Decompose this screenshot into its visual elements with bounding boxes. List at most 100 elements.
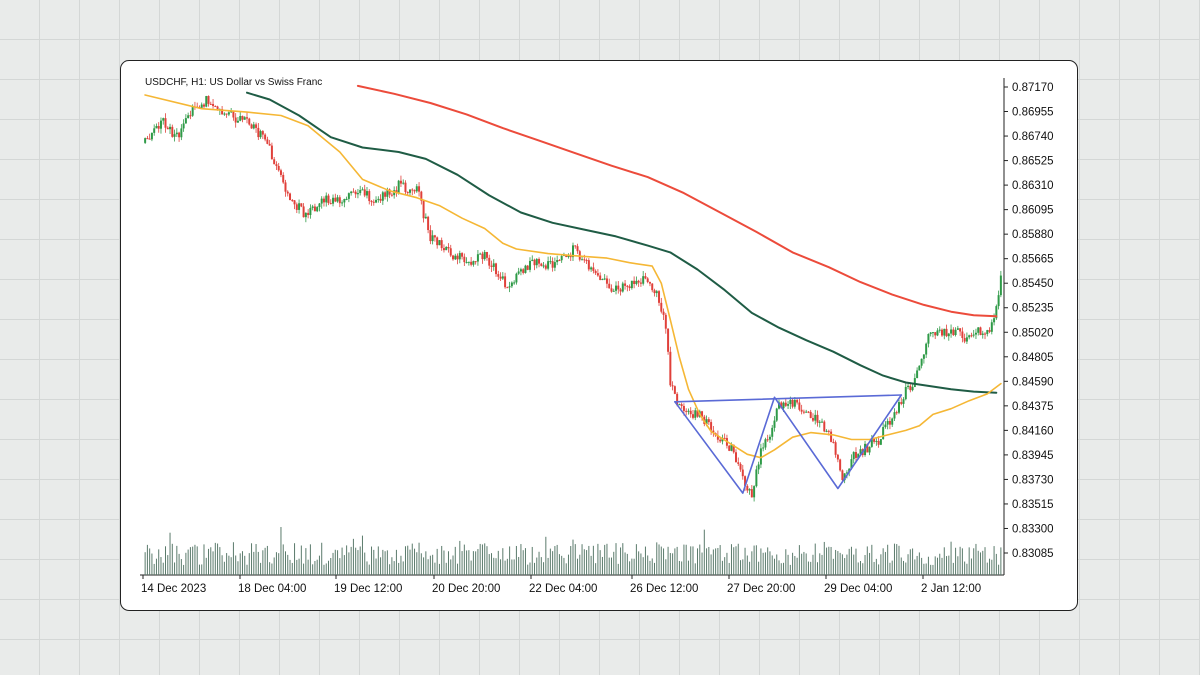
volume-bar [785, 549, 787, 575]
candle-body [461, 253, 464, 257]
volume-bar [529, 562, 531, 575]
candle-body [341, 202, 344, 204]
candle-body [549, 261, 552, 263]
candle-body [986, 330, 989, 335]
candle-body [968, 335, 971, 338]
candle-body [961, 331, 964, 339]
volume-bar [176, 545, 178, 575]
candle-body [359, 189, 362, 194]
candle-body [902, 399, 905, 404]
candle-body [431, 235, 434, 242]
candle-body [225, 113, 228, 115]
volume-bar [522, 550, 524, 575]
candle-body [780, 402, 783, 409]
candle-body [404, 182, 407, 193]
volume-bar [1000, 547, 1002, 575]
x-tick-label: 26 Dec 12:00 [630, 583, 698, 595]
volume-bar [991, 559, 993, 575]
volume-bar [567, 554, 569, 575]
candle-body [696, 410, 699, 417]
ma-slow-line [356, 84, 998, 318]
candle-body [791, 399, 794, 407]
volume-bar [377, 546, 379, 575]
volume-bar [764, 552, 766, 575]
candle-body [800, 409, 803, 412]
volume-bar [787, 554, 789, 575]
y-tick-label: 0.85020 [1012, 327, 1054, 339]
volume-bar [158, 549, 160, 575]
candle-body [823, 421, 826, 432]
price-chart[interactable]: 0.87170 0.86955 0.86740 0.86525 0.86310 0.860… [120, 60, 1078, 611]
volume-bar [160, 557, 162, 575]
volume-bar [251, 543, 253, 575]
candle-body [300, 203, 303, 207]
volume-bar [332, 552, 334, 575]
volume-bar [504, 560, 506, 575]
volume-bar [982, 550, 984, 575]
candle-body [984, 333, 987, 335]
candle-body [854, 452, 857, 458]
candle-body [843, 473, 846, 481]
volume-bar [361, 535, 363, 575]
candle-body [687, 410, 690, 412]
candle-body [144, 138, 147, 143]
volume-bar [923, 563, 925, 575]
candle-body [472, 261, 475, 265]
candle-body [793, 399, 796, 407]
candle-body [273, 159, 276, 165]
candle-body [354, 191, 357, 195]
candle-body [943, 328, 946, 336]
candle-body [587, 260, 590, 270]
candle-body [370, 201, 373, 203]
volume-bar [796, 557, 798, 575]
volume-bar [846, 554, 848, 575]
volume-bar [481, 544, 483, 575]
volume-bar [248, 553, 250, 575]
volume-bar [794, 556, 796, 575]
volume-bar [601, 556, 603, 575]
candle-body [345, 198, 348, 200]
volume-bar [371, 546, 373, 575]
candle-body [182, 123, 185, 129]
volume-bar [577, 558, 579, 575]
candle-body [895, 412, 898, 414]
volume-bar [255, 544, 257, 575]
volume-bar [821, 554, 823, 575]
volume-bar [212, 551, 214, 575]
volume-bar [595, 563, 597, 575]
volume-bar [434, 562, 436, 575]
candle-body [836, 454, 839, 460]
volume-bar [208, 548, 210, 575]
volume-bar [321, 542, 323, 575]
candle-body [818, 421, 821, 423]
volume-bar [497, 550, 499, 575]
candle-body [938, 329, 941, 331]
volume-bar [959, 546, 961, 575]
volume-bar [884, 551, 886, 575]
volume-bar [751, 551, 753, 575]
candle-body [859, 449, 862, 454]
candle-body [397, 180, 400, 193]
candle-body [442, 248, 445, 251]
candle-body [433, 235, 436, 238]
candle-body [153, 128, 156, 133]
candle-body [893, 412, 896, 419]
volume-bar [479, 543, 481, 575]
volume-bar [165, 546, 167, 575]
volume-bar [246, 564, 248, 575]
candle-body [352, 191, 355, 193]
candle-body [685, 410, 688, 412]
volume-bar [407, 545, 409, 575]
volume-bar [586, 550, 588, 575]
volume-bar [721, 560, 723, 575]
volume-bar [744, 547, 746, 575]
candle-body [979, 327, 982, 335]
candle-body [334, 197, 337, 202]
volume-bar [798, 545, 800, 575]
candle-body [664, 314, 667, 329]
volume-bar [758, 561, 760, 575]
candle-body [148, 138, 151, 140]
volume-bar [622, 543, 624, 575]
volume-bar [873, 561, 875, 575]
y-tick-label: 0.85450 [1012, 278, 1054, 290]
